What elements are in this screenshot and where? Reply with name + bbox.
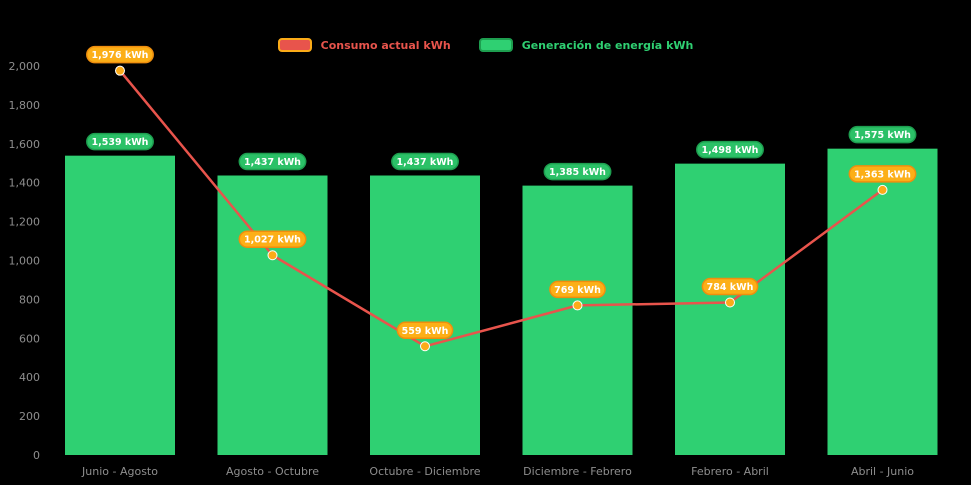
legend-swatch-consumo-actual [277, 38, 312, 52]
bar-value-badge[interactable] [238, 152, 307, 171]
y-axis-tick-label: 400 [19, 371, 40, 384]
consumption-point[interactable] [725, 297, 735, 308]
bar-value-badge-label: 1,437 kWh [244, 157, 301, 168]
y-axis-tick-label: 1,200 [9, 216, 41, 229]
bar-value-badge-label: 1,575 kWh [854, 130, 911, 141]
point-value-badge[interactable] [549, 280, 606, 299]
generation-bar[interactable] [675, 163, 785, 455]
point-value-badge[interactable] [238, 230, 307, 248]
bar-value-badge[interactable] [543, 162, 612, 181]
bar-value-badge-label: 1,437 kWh [397, 157, 454, 168]
legend-label-generacion-energia: Generación de energía kWh [521, 38, 694, 52]
y-axis-tick-label: 1,600 [9, 138, 41, 151]
x-axis-category-label: Junio - Agosto [81, 465, 158, 478]
consumption-point[interactable] [115, 65, 125, 76]
legend-item-consumo-actual[interactable]: Consumo actual kWh [277, 38, 451, 52]
x-axis-category-label: Agosto - Octubre [226, 465, 319, 478]
generation-bar[interactable] [217, 175, 328, 456]
consumption-point[interactable] [572, 300, 583, 311]
x-axis-category-label: Abril - Junio [851, 465, 914, 478]
y-axis-tick-label: 1,000 [9, 255, 41, 268]
point-value-badge-label: 769 kWh [554, 285, 601, 296]
bar-value-badge[interactable] [848, 125, 917, 144]
generation-bar[interactable] [827, 148, 938, 455]
y-axis-tick-label: 200 [19, 410, 40, 423]
point-value-badge[interactable] [848, 165, 917, 183]
bar-value-badge-label: 1,385 kWh [549, 167, 606, 178]
consumption-point[interactable] [267, 250, 278, 261]
y-axis-tick-label: 1,800 [9, 99, 41, 112]
generation-bar[interactable] [370, 175, 480, 456]
point-value-badge[interactable] [86, 45, 154, 64]
point-value-badge-label: 559 kWh [402, 326, 449, 337]
bar-value-badge[interactable] [86, 132, 154, 151]
x-axis-category-label: Diciembre - Febrero [523, 465, 632, 478]
bar-value-badge-label: 1,539 kWh [92, 137, 149, 148]
consumption-point[interactable] [877, 184, 888, 195]
generation-bar[interactable] [522, 185, 633, 455]
y-axis-tick-label: 2,000 [9, 60, 41, 73]
generation-bar[interactable] [65, 155, 175, 456]
point-value-badge-label: 1,363 kWh [854, 169, 911, 180]
bar-value-badge[interactable] [696, 140, 764, 159]
y-axis-tick-label: 800 [19, 293, 40, 306]
point-value-badge-label: 784 kWh [707, 282, 754, 293]
point-value-badge-label: 1,976 kWh [92, 50, 149, 61]
x-axis-category-label: Octubre - Diciembre [369, 465, 480, 478]
y-axis-tick-label: 1,400 [9, 177, 41, 190]
x-axis-category-label: Febrero - Abril [691, 465, 769, 478]
chart-legend: Consumo actual kWh Generación de energía … [0, 38, 971, 52]
consumption-point[interactable] [420, 341, 430, 352]
legend-item-generacion-energia[interactable]: Generación de energía kWh [478, 38, 694, 52]
legend-swatch-generacion-energia [478, 38, 513, 52]
point-value-badge[interactable] [701, 277, 759, 296]
point-value-badge-label: 1,027 kWh [244, 235, 301, 246]
bar-value-badge-label: 1,498 kWh [702, 145, 759, 156]
y-axis-tick-label: 600 [19, 332, 40, 345]
legend-label-consumo-actual: Consumo actual kWh [320, 38, 451, 52]
point-value-badge[interactable] [396, 321, 454, 340]
y-axis-tick-label: 0 [33, 449, 40, 462]
bar-value-badge[interactable] [391, 152, 459, 171]
